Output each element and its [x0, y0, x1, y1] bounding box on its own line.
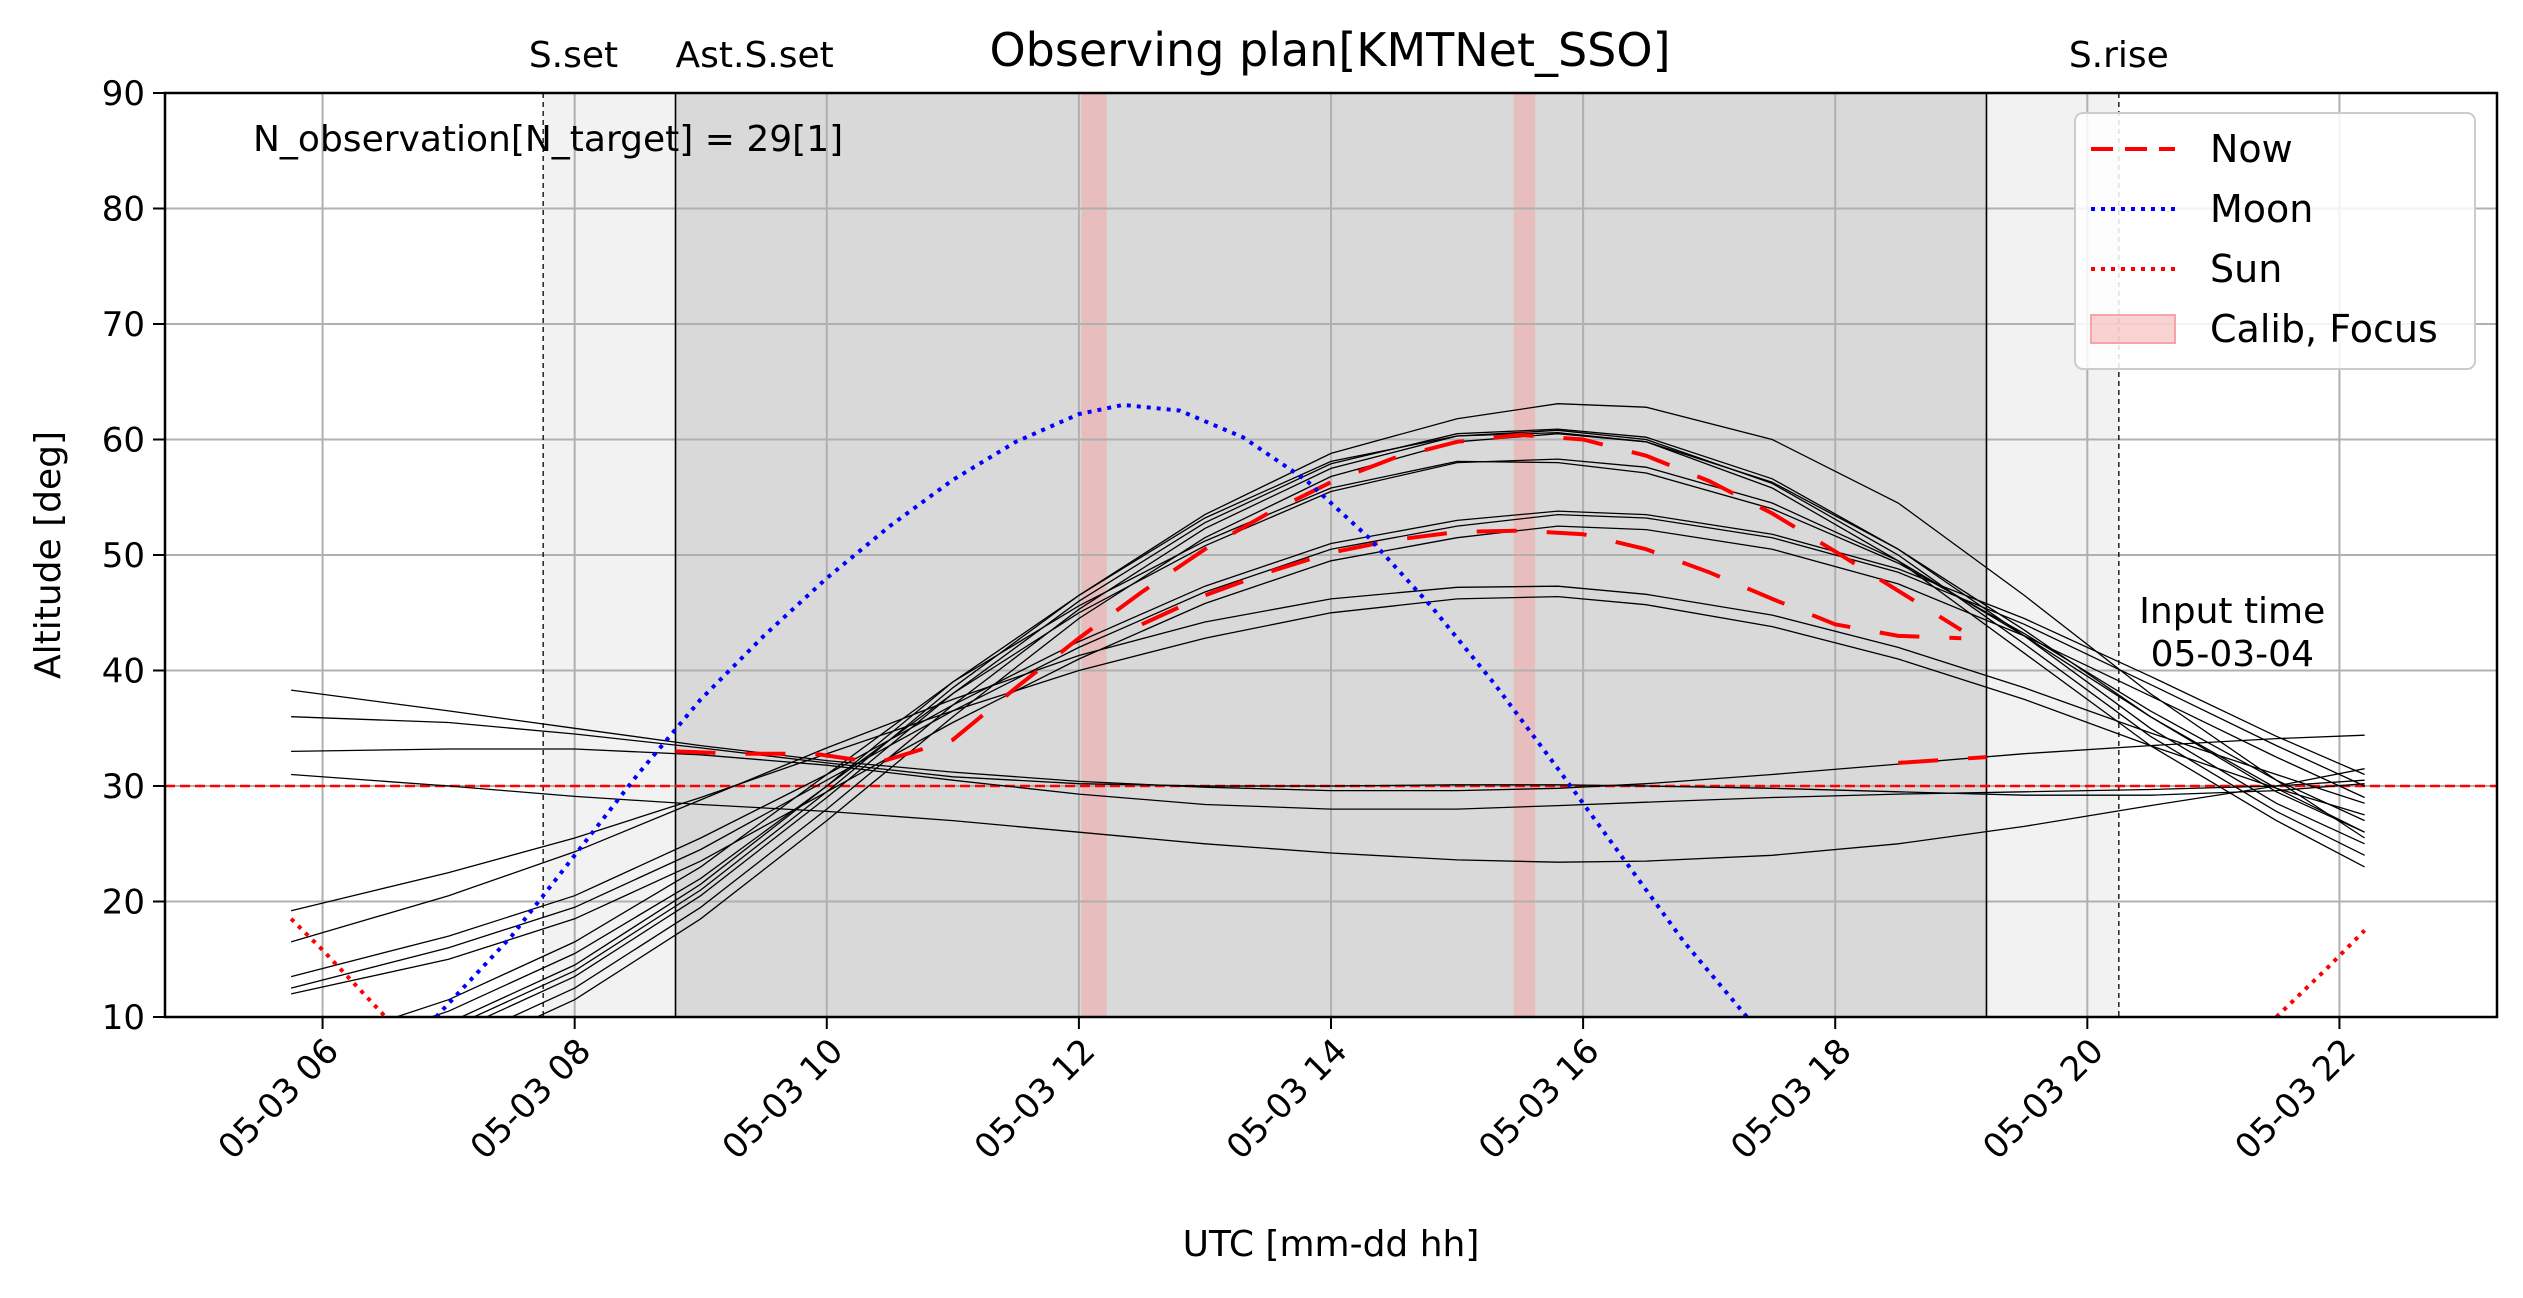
event-lines: S.set Ast.S.set S.rise — [529, 35, 2169, 1017]
legend-label-1: Moon — [2210, 187, 2313, 231]
target-track-5 — [428, 458, 2365, 1017]
target-track-11 — [290, 595, 2365, 912]
y-tick-label-7: 80 — [102, 190, 145, 230]
chart-title: Observing plan[KMTNet_SSO] — [989, 23, 1670, 77]
target-track-7 — [290, 525, 2365, 995]
input-time-line-1: 05-03-04 — [2151, 634, 2314, 675]
now-segment-1 — [1141, 528, 1962, 641]
moon-track — [434, 402, 1750, 1017]
event-label-0: S.set — [529, 35, 618, 76]
target-track-15 — [291, 768, 2365, 863]
legend: Now Moon Sun Calib, Focus — [2074, 112, 2476, 370]
y-tick-label-4: 50 — [102, 536, 145, 576]
now-segment-2 — [1898, 755, 1987, 765]
target-track-1 — [510, 429, 2365, 1017]
target-track-10 — [290, 585, 2365, 943]
target-track-8 — [290, 513, 2365, 989]
target-track-3 — [459, 431, 2365, 1017]
y-tick-label-1: 20 — [102, 883, 145, 923]
sun-track-1 — [2275, 928, 2367, 1017]
event-label-3: S.rise — [2069, 35, 2169, 76]
y-tick-label-5: 60 — [102, 421, 145, 461]
target-track-14 — [291, 748, 2365, 810]
input-time-line-0: Input time — [2139, 591, 2325, 632]
now-segment-0 — [675, 432, 1963, 765]
legend-box — [2074, 112, 2476, 370]
y-tick-label-8: 90 — [102, 74, 145, 114]
y-tick-label-6: 70 — [102, 305, 145, 345]
y-tick-label-3: 40 — [102, 652, 145, 692]
target-track-13 — [291, 716, 2365, 796]
legend-label-2: Sun — [2210, 247, 2282, 291]
legend-label-0: Now — [2210, 127, 2293, 171]
x-axis-label: UTC [mm-dd hh] — [1183, 1224, 1480, 1265]
target-track-9 — [290, 510, 2365, 978]
legend-swatch-3 — [2090, 314, 2176, 344]
observation-count-annotation: N_observation[N_target] = 29[1] — [253, 119, 843, 160]
target-track-12 — [291, 689, 2365, 792]
y-axis-ticks: 10 20 30 40 50 60 70 80 90 — [102, 74, 165, 1038]
series-lines — [289, 402, 2367, 1017]
y-axis-label: Altitude [deg] — [28, 431, 69, 679]
legend-label-3: Calib, Focus — [2210, 307, 2438, 351]
target-track-4 — [472, 403, 2365, 1017]
event-label-1: Ast.S.set — [676, 35, 834, 76]
y-tick-label-0: 10 — [102, 998, 145, 1038]
y-tick-label-2: 30 — [102, 767, 145, 807]
